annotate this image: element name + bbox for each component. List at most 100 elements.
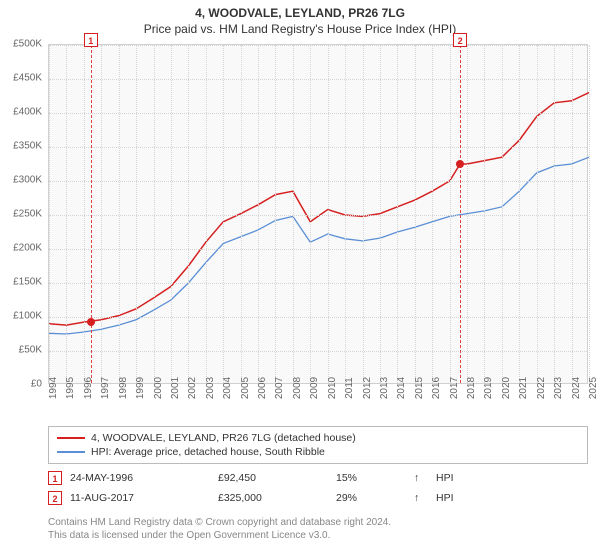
x-axis-label: 2024 xyxy=(571,377,582,399)
attribution-footer: Contains HM Land Registry data © Crown c… xyxy=(48,516,588,542)
x-axis-label: 2011 xyxy=(344,377,355,399)
transaction-row: 211-AUG-2017£325,00029%↑HPI xyxy=(48,488,588,508)
transaction-badge: 2 xyxy=(48,491,62,505)
x-axis-label: 1998 xyxy=(118,377,129,399)
y-axis-label: £500K xyxy=(13,39,42,50)
x-axis-label: 1996 xyxy=(83,377,94,399)
gridline-vertical xyxy=(154,45,155,383)
x-axis-label: 2025 xyxy=(588,377,599,399)
x-axis-label: 2015 xyxy=(414,377,425,399)
footer-line2: This data is licensed under the Open Gov… xyxy=(48,529,588,542)
x-axis-label: 2017 xyxy=(449,377,460,399)
chart-titles: 4, WOODVALE, LEYLAND, PR26 7LG Price pai… xyxy=(0,0,600,36)
gridline-horizontal xyxy=(49,113,587,114)
transaction-pct: 15% xyxy=(336,472,406,484)
x-axis-label: 2016 xyxy=(431,377,442,399)
gridline-vertical xyxy=(241,45,242,383)
gridline-horizontal xyxy=(49,215,587,216)
gridline-vertical xyxy=(258,45,259,383)
transaction-marker-badge: 1 xyxy=(84,33,98,47)
gridline-vertical xyxy=(223,45,224,383)
transaction-marker-badge: 2 xyxy=(453,33,467,47)
arrow-up-icon: ↑ xyxy=(414,472,428,484)
gridline-vertical xyxy=(345,45,346,383)
gridline-vertical xyxy=(136,45,137,383)
gridline-vertical xyxy=(363,45,364,383)
gridline-vertical xyxy=(101,45,102,383)
y-axis-label: £450K xyxy=(13,73,42,84)
gridline-vertical xyxy=(589,45,590,383)
gridline-horizontal xyxy=(49,79,587,80)
transaction-marker-line xyxy=(460,45,461,383)
x-axis-label: 2013 xyxy=(379,377,390,399)
y-axis-label: £100K xyxy=(13,311,42,322)
gridline-vertical xyxy=(206,45,207,383)
x-axis-label: 2022 xyxy=(536,377,547,399)
gridline-vertical xyxy=(484,45,485,383)
footer-line1: Contains HM Land Registry data © Crown c… xyxy=(48,516,588,529)
transaction-marker-point xyxy=(87,318,95,326)
gridline-vertical xyxy=(467,45,468,383)
gridline-vertical xyxy=(519,45,520,383)
legend-item: 4, WOODVALE, LEYLAND, PR26 7LG (detached… xyxy=(57,431,579,445)
transaction-row: 124-MAY-1996£92,45015%↑HPI xyxy=(48,468,588,488)
x-axis-label: 2009 xyxy=(309,377,320,399)
x-axis-label: 2008 xyxy=(292,377,303,399)
transaction-pct: 29% xyxy=(336,492,406,504)
y-axis-label: £300K xyxy=(13,175,42,186)
transactions-table: 124-MAY-1996£92,45015%↑HPI211-AUG-2017£3… xyxy=(48,468,588,508)
x-axis-label: 1994 xyxy=(48,377,59,399)
x-axis-label: 1999 xyxy=(135,377,146,399)
x-axis-label: 2012 xyxy=(362,377,373,399)
x-axis-label: 2021 xyxy=(518,377,529,399)
chart-title-address: 4, WOODVALE, LEYLAND, PR26 7LG xyxy=(0,6,600,20)
y-axis-label: £250K xyxy=(13,209,42,220)
x-axis-label: 1997 xyxy=(100,377,111,399)
plot-area: 12 xyxy=(48,44,588,384)
transaction-hpi: HPI xyxy=(436,492,476,504)
y-axis-label: £350K xyxy=(13,141,42,152)
x-axis-label: 2018 xyxy=(466,377,477,399)
gridline-horizontal xyxy=(49,45,587,46)
legend-swatch xyxy=(57,451,85,453)
gridline-vertical xyxy=(537,45,538,383)
series-property xyxy=(49,93,589,326)
gridline-vertical xyxy=(450,45,451,383)
gridline-vertical xyxy=(84,45,85,383)
gridline-horizontal xyxy=(49,181,587,182)
transaction-date: 11-AUG-2017 xyxy=(70,492,210,504)
transaction-date: 24-MAY-1996 xyxy=(70,472,210,484)
gridline-vertical xyxy=(188,45,189,383)
x-axis-label: 2014 xyxy=(396,377,407,399)
chart-container: 4, WOODVALE, LEYLAND, PR26 7LG Price pai… xyxy=(0,0,600,560)
x-axis-label: 2000 xyxy=(153,377,164,399)
y-axis-label: £400K xyxy=(13,107,42,118)
y-axis-label: £50K xyxy=(19,345,42,356)
transaction-marker-line xyxy=(91,45,92,383)
gridline-vertical xyxy=(310,45,311,383)
gridline-vertical xyxy=(554,45,555,383)
gridline-vertical xyxy=(49,45,50,383)
legend-label: HPI: Average price, detached house, Sout… xyxy=(91,446,325,458)
gridline-vertical xyxy=(275,45,276,383)
gridline-vertical xyxy=(397,45,398,383)
gridline-vertical xyxy=(415,45,416,383)
x-axis-label: 1995 xyxy=(65,377,76,399)
x-axis-label: 2005 xyxy=(240,377,251,399)
gridline-vertical xyxy=(380,45,381,383)
transaction-marker-point xyxy=(456,160,464,168)
gridline-vertical xyxy=(502,45,503,383)
x-axis-label: 2007 xyxy=(274,377,285,399)
x-axis-label: 2010 xyxy=(327,377,338,399)
gridline-vertical xyxy=(119,45,120,383)
legend-item: HPI: Average price, detached house, Sout… xyxy=(57,445,579,459)
legend: 4, WOODVALE, LEYLAND, PR26 7LG (detached… xyxy=(48,426,588,464)
gridline-horizontal xyxy=(49,317,587,318)
x-axis-label: 2002 xyxy=(187,377,198,399)
gridline-vertical xyxy=(328,45,329,383)
x-axis-label: 2006 xyxy=(257,377,268,399)
series-hpi xyxy=(49,157,589,334)
x-axis-label: 2004 xyxy=(222,377,233,399)
transaction-badge: 1 xyxy=(48,471,62,485)
gridline-horizontal xyxy=(49,249,587,250)
